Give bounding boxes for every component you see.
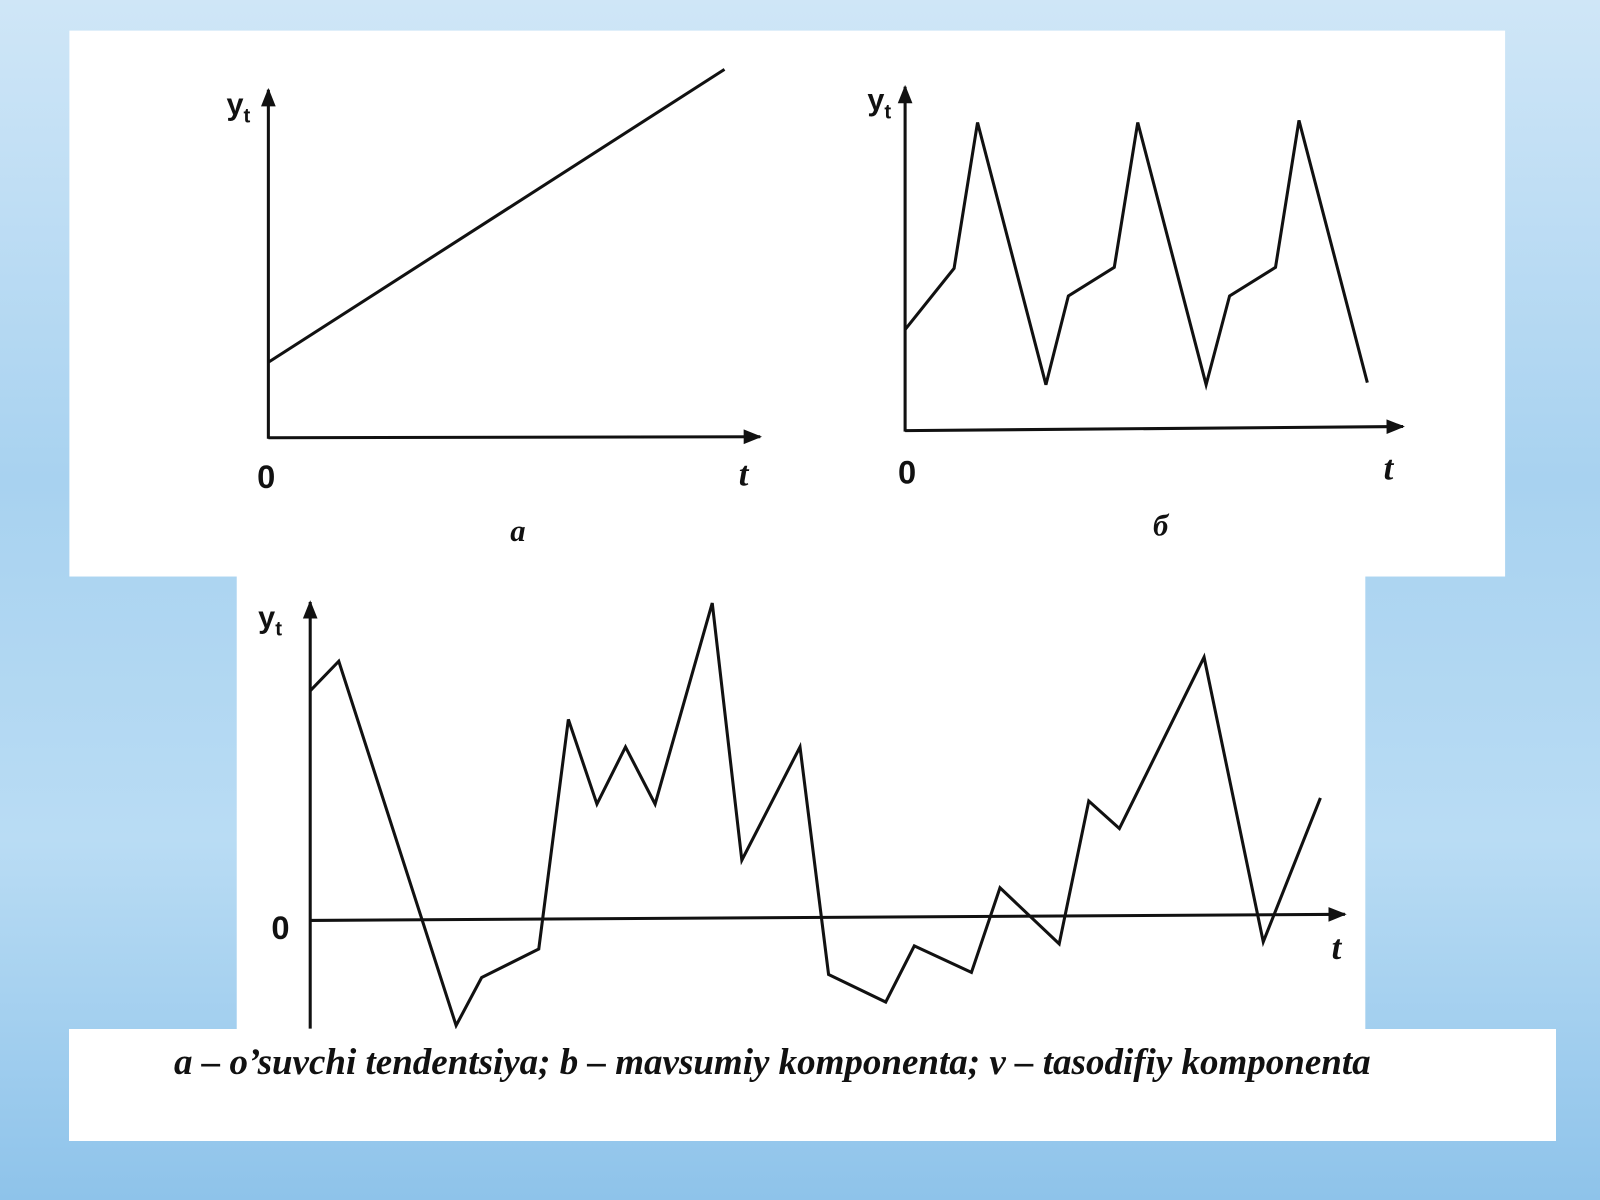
panel-caption: б (1153, 509, 1170, 543)
y-label-main: y (867, 83, 884, 117)
y-label-main: y (227, 87, 244, 121)
origin-label: 0 (257, 458, 275, 495)
y-label-sub: t (275, 619, 282, 641)
y-label: yt (867, 83, 891, 123)
y-label: yt (227, 87, 251, 127)
random-line (309, 602, 1322, 1030)
y-label: yt (258, 601, 282, 641)
x-axis (268, 429, 763, 445)
bottom-panel (236, 571, 1366, 1031)
x-label: t (1384, 449, 1395, 488)
y-label-sub: t (244, 105, 251, 127)
panel-caption: a (510, 514, 525, 548)
origin-label: 0 (271, 909, 289, 946)
x-axis (905, 419, 1405, 435)
seasonal-line (903, 120, 1369, 391)
trend-line (267, 68, 726, 364)
caption: a – o’suvchi tendentsiya; b – mavsumiy k… (69, 1029, 1556, 1141)
x-label: t (1332, 928, 1343, 967)
origin-label: 0 (898, 454, 916, 491)
top-panel (69, 30, 1506, 577)
x-axis (310, 907, 1347, 922)
y-label-sub: t (884, 101, 891, 123)
y-label-main: y (258, 601, 275, 635)
x-label: t (739, 455, 750, 494)
